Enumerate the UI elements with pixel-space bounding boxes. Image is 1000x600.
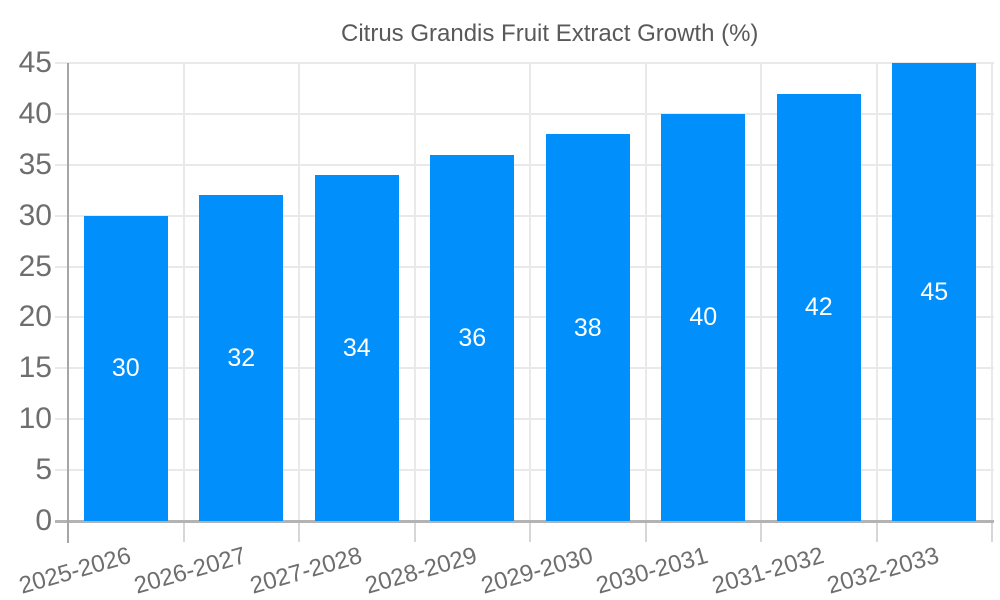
y-gridline (55, 163, 994, 166)
x-tick (875, 521, 878, 542)
x-tick-label: 2026-2027 (131, 542, 250, 600)
bar[interactable] (430, 154, 515, 521)
bar[interactable] (83, 215, 168, 521)
bar[interactable] (892, 63, 977, 521)
bar-value-label: 42 (804, 293, 833, 322)
x-gridline (991, 63, 993, 521)
bar-value-label: 38 (573, 313, 602, 342)
y-tick-label: 25 (18, 249, 52, 283)
bar[interactable] (545, 134, 630, 521)
x-tick-label: 2031-2032 (709, 542, 827, 600)
bar[interactable] (199, 195, 284, 521)
bar[interactable] (661, 113, 746, 521)
y-gridline (55, 418, 994, 421)
x-tick (413, 521, 416, 542)
bar-value-label: 45 (920, 278, 949, 306)
y-gridline (55, 469, 994, 472)
legend-label: Citrus Grandis Fruit Extract Growth (%) (341, 20, 759, 47)
x-tick-label: 2027-2028 (247, 542, 365, 600)
bar-value-label: 36 (458, 323, 487, 352)
x-tick-label: 2032-2033 (824, 542, 943, 600)
bar-value-label: 32 (227, 344, 256, 373)
x-gridline (529, 63, 531, 521)
x-gridline (413, 63, 416, 521)
y-tick-label: 45 (18, 46, 52, 79)
x-tick (182, 521, 185, 542)
y-tick-label: 15 (18, 351, 52, 385)
bar-value-label: 40 (689, 303, 718, 332)
y-gridline (55, 265, 994, 268)
y-tick-label: 10 (18, 402, 52, 436)
x-gridline (298, 63, 300, 521)
y-tick-label: 5 (35, 453, 52, 487)
y-gridline (55, 214, 994, 217)
y-gridline (55, 112, 994, 115)
x-gridline (875, 63, 878, 521)
legend-item[interactable]: Citrus Grandis Fruit Extract Growth (%) (245, 21, 758, 47)
y-tick-label: 40 (18, 96, 52, 130)
bar-value-label: 34 (342, 333, 371, 362)
x-gridline (182, 63, 185, 521)
y-gridline (55, 62, 994, 64)
x-tick (298, 521, 300, 542)
bar[interactable] (776, 93, 861, 521)
y-tick-label: 0 (35, 504, 52, 537)
x-tick (529, 521, 531, 542)
y-gridline (55, 316, 994, 319)
x-tick-label: 2029-2030 (478, 542, 596, 600)
x-tick (760, 521, 762, 542)
x-tick-label: 2030-2031 (593, 542, 712, 600)
x-gridline (644, 63, 647, 521)
x-axis-line (55, 520, 994, 523)
y-gridline (55, 367, 994, 370)
y-axis-line (67, 63, 69, 543)
x-tick (644, 521, 647, 542)
x-gridline (760, 63, 762, 521)
bar[interactable] (314, 174, 399, 521)
y-tick-label: 20 (18, 300, 52, 334)
y-tick-label: 30 (18, 198, 52, 232)
x-tick (991, 521, 993, 542)
x-tick-label: 2028-2029 (362, 542, 481, 600)
bar-value-label: 30 (111, 354, 140, 383)
x-tick-label: 2025-2026 (16, 542, 134, 600)
y-tick-label: 35 (18, 147, 52, 181)
